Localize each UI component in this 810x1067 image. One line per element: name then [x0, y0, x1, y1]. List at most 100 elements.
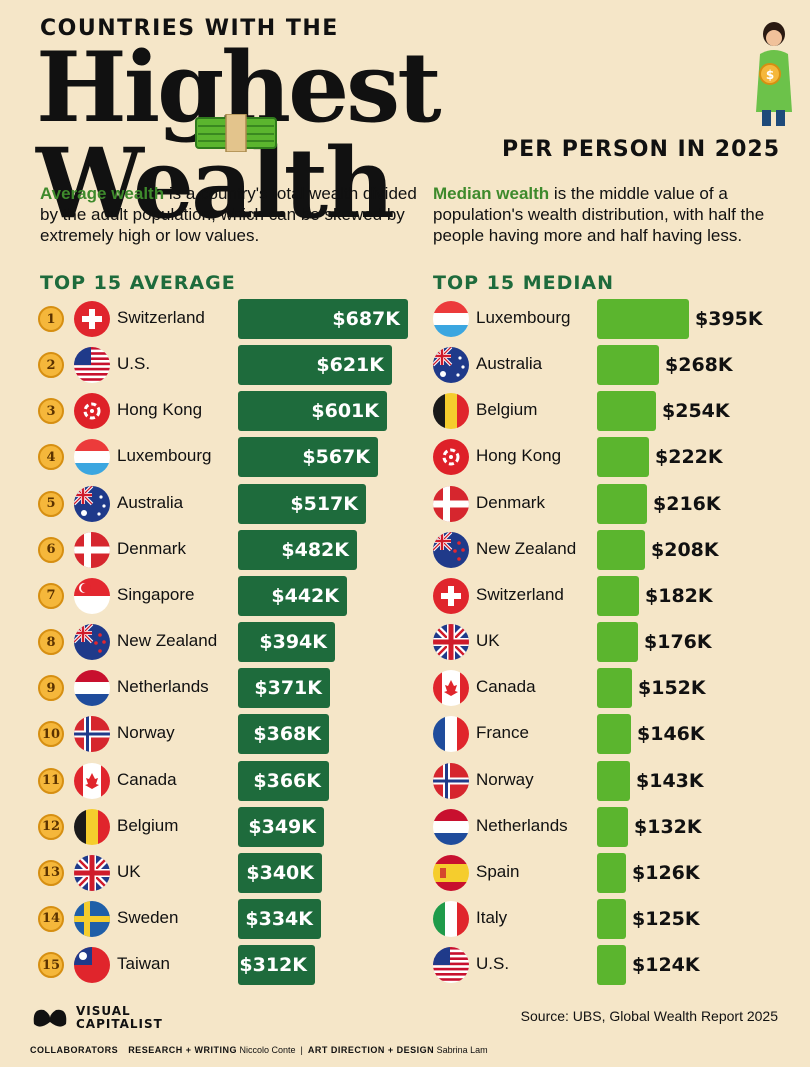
- flag-nz-icon: [74, 624, 110, 661]
- source-note: Source: UBS, Global Wealth Report 2025: [520, 1008, 778, 1024]
- rank-badge: 9: [38, 675, 64, 702]
- country-label: U.S.: [476, 954, 510, 974]
- median-value-label: $152K: [638, 677, 706, 700]
- country-label: Australia: [476, 354, 543, 374]
- average-bar: $517K: [238, 483, 366, 524]
- median-row: Hong Kong $222K: [433, 437, 783, 478]
- median-chart-heading: TOP 15 MEDIAN: [433, 272, 615, 294]
- svg-text:$: $: [766, 68, 774, 82]
- median-row: Luxembourg $395K: [433, 299, 783, 339]
- average-bar: $601K: [238, 391, 387, 432]
- flag-uk-icon: [433, 624, 469, 661]
- flag-ca-icon: [433, 670, 469, 707]
- flag-uk-icon: [74, 854, 110, 891]
- subtitle: PER PERSON IN 2025: [502, 137, 780, 162]
- median-row: Netherlands $132K: [433, 806, 783, 847]
- median-row: Australia $268K: [433, 345, 783, 386]
- flag-sg-icon: [74, 577, 110, 614]
- median-bar: [597, 945, 626, 986]
- rank-badge: 8: [38, 629, 64, 656]
- average-bar: $312K: [238, 945, 315, 986]
- country-label: Hong Kong: [476, 446, 562, 466]
- flag-es-icon: [433, 854, 469, 891]
- median-bar: [597, 714, 631, 755]
- flag-ch-icon: [74, 301, 110, 337]
- flag-se-icon: [74, 900, 110, 937]
- rank-badge: 13: [38, 859, 64, 886]
- median-row: France $146K: [433, 714, 783, 755]
- flag-nl-icon: [74, 670, 110, 707]
- country-label: Belgium: [117, 815, 179, 835]
- median-value-label: $216K: [653, 492, 721, 515]
- average-bar: $334K: [238, 898, 321, 939]
- median-value-label: $176K: [644, 631, 712, 654]
- average-bar: $340K: [238, 852, 322, 893]
- country-label: Switzerland: [476, 584, 564, 604]
- median-bar: [597, 668, 632, 709]
- rank-badge: 4: [38, 444, 64, 471]
- rank-badge: 5: [38, 490, 64, 517]
- country-label: Luxembourg: [117, 446, 212, 466]
- country-label: U.S.: [117, 354, 151, 374]
- average-row: 15 Taiwan $312K: [38, 945, 410, 986]
- median-value-label: $126K: [632, 861, 700, 884]
- money-stack-icon: [195, 114, 277, 152]
- country-label: Belgium: [476, 400, 538, 420]
- country-label: Sweden: [117, 907, 179, 927]
- median-bar: [597, 852, 626, 893]
- median-value-label: $146K: [637, 723, 705, 746]
- rank-badge: 2: [38, 352, 64, 379]
- country-label: France: [476, 723, 529, 743]
- median-bar: [597, 898, 626, 939]
- median-value-label: $124K: [632, 954, 700, 977]
- average-row: 9 Netherlands $371K: [38, 668, 410, 709]
- kicker-title: COUNTRIES WITH THE: [40, 16, 339, 41]
- flag-lu-icon: [74, 439, 110, 476]
- rank-badge: 6: [38, 536, 64, 563]
- flag-hk-icon: [433, 439, 469, 476]
- country-label: Australia: [117, 492, 184, 512]
- country-label: Canada: [476, 677, 536, 697]
- visual-capitalist-logo: VISUAL CAPITALIST: [30, 1004, 163, 1032]
- median-value-label: $182K: [645, 584, 713, 607]
- median-row: UK $176K: [433, 622, 783, 663]
- credits: COLLABORATORS RESEARCH + WRITING Niccolo…: [30, 1045, 488, 1055]
- median-bar: [597, 622, 638, 663]
- rank-badge: 7: [38, 582, 64, 609]
- median-row: Norway $143K: [433, 760, 783, 801]
- flag-ca-icon: [74, 762, 110, 799]
- flag-it-icon: [433, 900, 469, 937]
- average-bar: $349K: [238, 806, 324, 847]
- main-title: Highest Wealth: [36, 31, 442, 240]
- median-row: Italy $125K: [433, 898, 783, 939]
- person-with-coin-icon: $: [756, 22, 792, 126]
- flag-be-icon: [74, 808, 110, 845]
- median-value-label: $395K: [695, 308, 763, 330]
- median-row: Spain $126K: [433, 852, 783, 893]
- average-row: 1 Switzerland $687K: [38, 299, 410, 339]
- flag-dk-icon: [433, 485, 469, 522]
- flag-us-icon: [433, 947, 469, 984]
- median-row: Denmark $216K: [433, 483, 783, 524]
- average-bar: $371K: [238, 668, 330, 709]
- average-bar: $394K: [238, 622, 335, 663]
- country-label: Spain: [476, 861, 520, 881]
- average-row: 12 Belgium $349K: [38, 806, 410, 847]
- flag-us-icon: [74, 347, 110, 384]
- country-label: Norway: [117, 723, 175, 743]
- country-label: Singapore: [117, 584, 195, 604]
- median-row: New Zealand $208K: [433, 529, 783, 570]
- country-label: Switzerland: [117, 308, 205, 327]
- average-row: 6 Denmark $482K: [38, 529, 410, 570]
- country-label: Netherlands: [476, 815, 568, 835]
- average-row: 14 Sweden $334K: [38, 898, 410, 939]
- flag-fr-icon: [433, 716, 469, 753]
- flag-nl-icon: [433, 808, 469, 845]
- median-row: Canada $152K: [433, 668, 783, 709]
- country-label: Italy: [476, 907, 508, 927]
- country-label: UK: [117, 861, 141, 881]
- flag-au-icon: [433, 347, 469, 384]
- median-row: U.S. $124K: [433, 945, 783, 986]
- median-value-label: $125K: [632, 907, 700, 930]
- flag-dk-icon: [74, 531, 110, 568]
